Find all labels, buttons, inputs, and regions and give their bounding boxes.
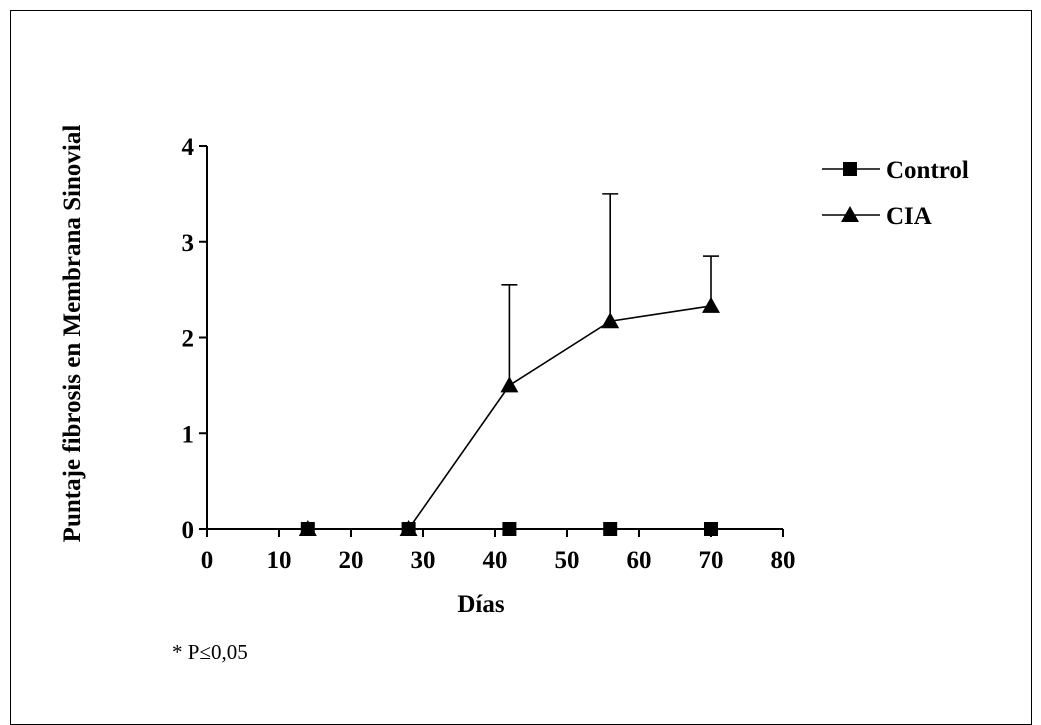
data-point xyxy=(401,522,416,536)
legend-marker xyxy=(841,206,859,222)
x-tick-label: 60 xyxy=(627,547,652,574)
x-tick-label: 0 xyxy=(201,547,214,574)
x-tick-label: 80 xyxy=(771,547,796,574)
y-tick-label: 1 xyxy=(182,421,195,448)
data-point xyxy=(502,522,517,536)
chart-frame xyxy=(10,10,1032,725)
legend-marker xyxy=(843,162,857,176)
data-point xyxy=(704,522,718,536)
y-tick-label: 4 xyxy=(182,134,195,161)
legend-label: Control xyxy=(886,157,969,184)
y-tick-label: 3 xyxy=(182,230,195,257)
data-point xyxy=(603,522,618,536)
legend-item-cia: CIA xyxy=(822,203,932,230)
significance-note: * P≤0,05 xyxy=(172,640,248,664)
data-point xyxy=(300,522,315,536)
x-tick-label: 40 xyxy=(483,547,508,574)
x-tick-label: 10 xyxy=(267,547,292,574)
data-point xyxy=(601,312,620,329)
series-control xyxy=(300,522,718,536)
series-layer xyxy=(298,193,720,536)
legend-label: CIA xyxy=(886,203,932,230)
data-point xyxy=(702,296,720,313)
x-tick-label: 50 xyxy=(555,547,580,574)
x-tick-label: 70 xyxy=(699,547,724,574)
x-tick-label: 30 xyxy=(411,547,436,574)
x-axis-title: Días xyxy=(457,591,505,618)
data-point xyxy=(500,376,519,393)
x-tick-label: 20 xyxy=(339,547,364,574)
y-axis-title: Puntaje fibrosis en Membrana Sinovial xyxy=(59,125,86,543)
y-tick-label: 2 xyxy=(182,326,195,353)
y-tick-label: 0 xyxy=(182,517,195,544)
series-cia xyxy=(298,193,720,536)
axes: 0 10 20 30 40 50 60 70 80 0 1 2 3 4 xyxy=(182,134,796,574)
legend: Control CIA xyxy=(822,157,969,230)
legend-item-control: Control xyxy=(822,157,969,184)
